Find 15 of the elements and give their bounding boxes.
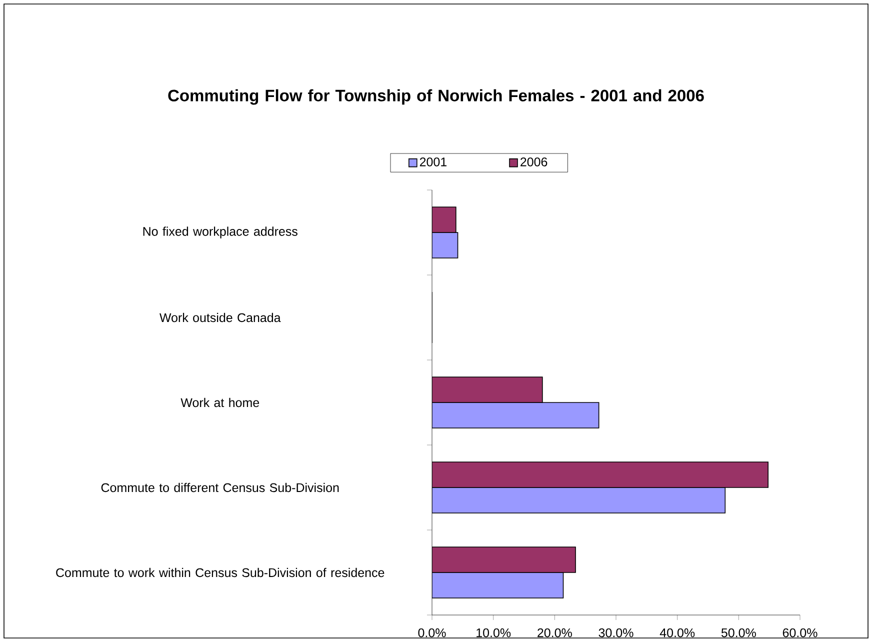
y-tick-label: Commute to work within Census Sub-Division of residence [56,568,384,578]
x-tick-label: 0.0% [418,628,446,638]
x-tick-label: 60.0% [782,628,818,638]
x-tick-label: 40.0% [660,628,695,638]
x-tick-label: 10.0% [476,628,511,638]
x-tick-label: 50.0% [721,628,756,638]
x-tick-label: 20.0% [538,628,572,638]
y-tick-label: Commute to different Census Sub-Division [101,482,339,492]
legend-label: 2001 [420,158,446,166]
y-tick-label: Work outside Canada [160,312,281,322]
y-tick-label: No fixed workplace address [143,226,298,238]
legend-label: 2006 [520,158,548,166]
y-tick-label: Work at home [180,398,260,408]
x-tick-label: 30.0% [598,628,634,638]
chart-title: Commuting Flow for Township of Norwich Females - 2001 and 2006 [168,89,704,105]
